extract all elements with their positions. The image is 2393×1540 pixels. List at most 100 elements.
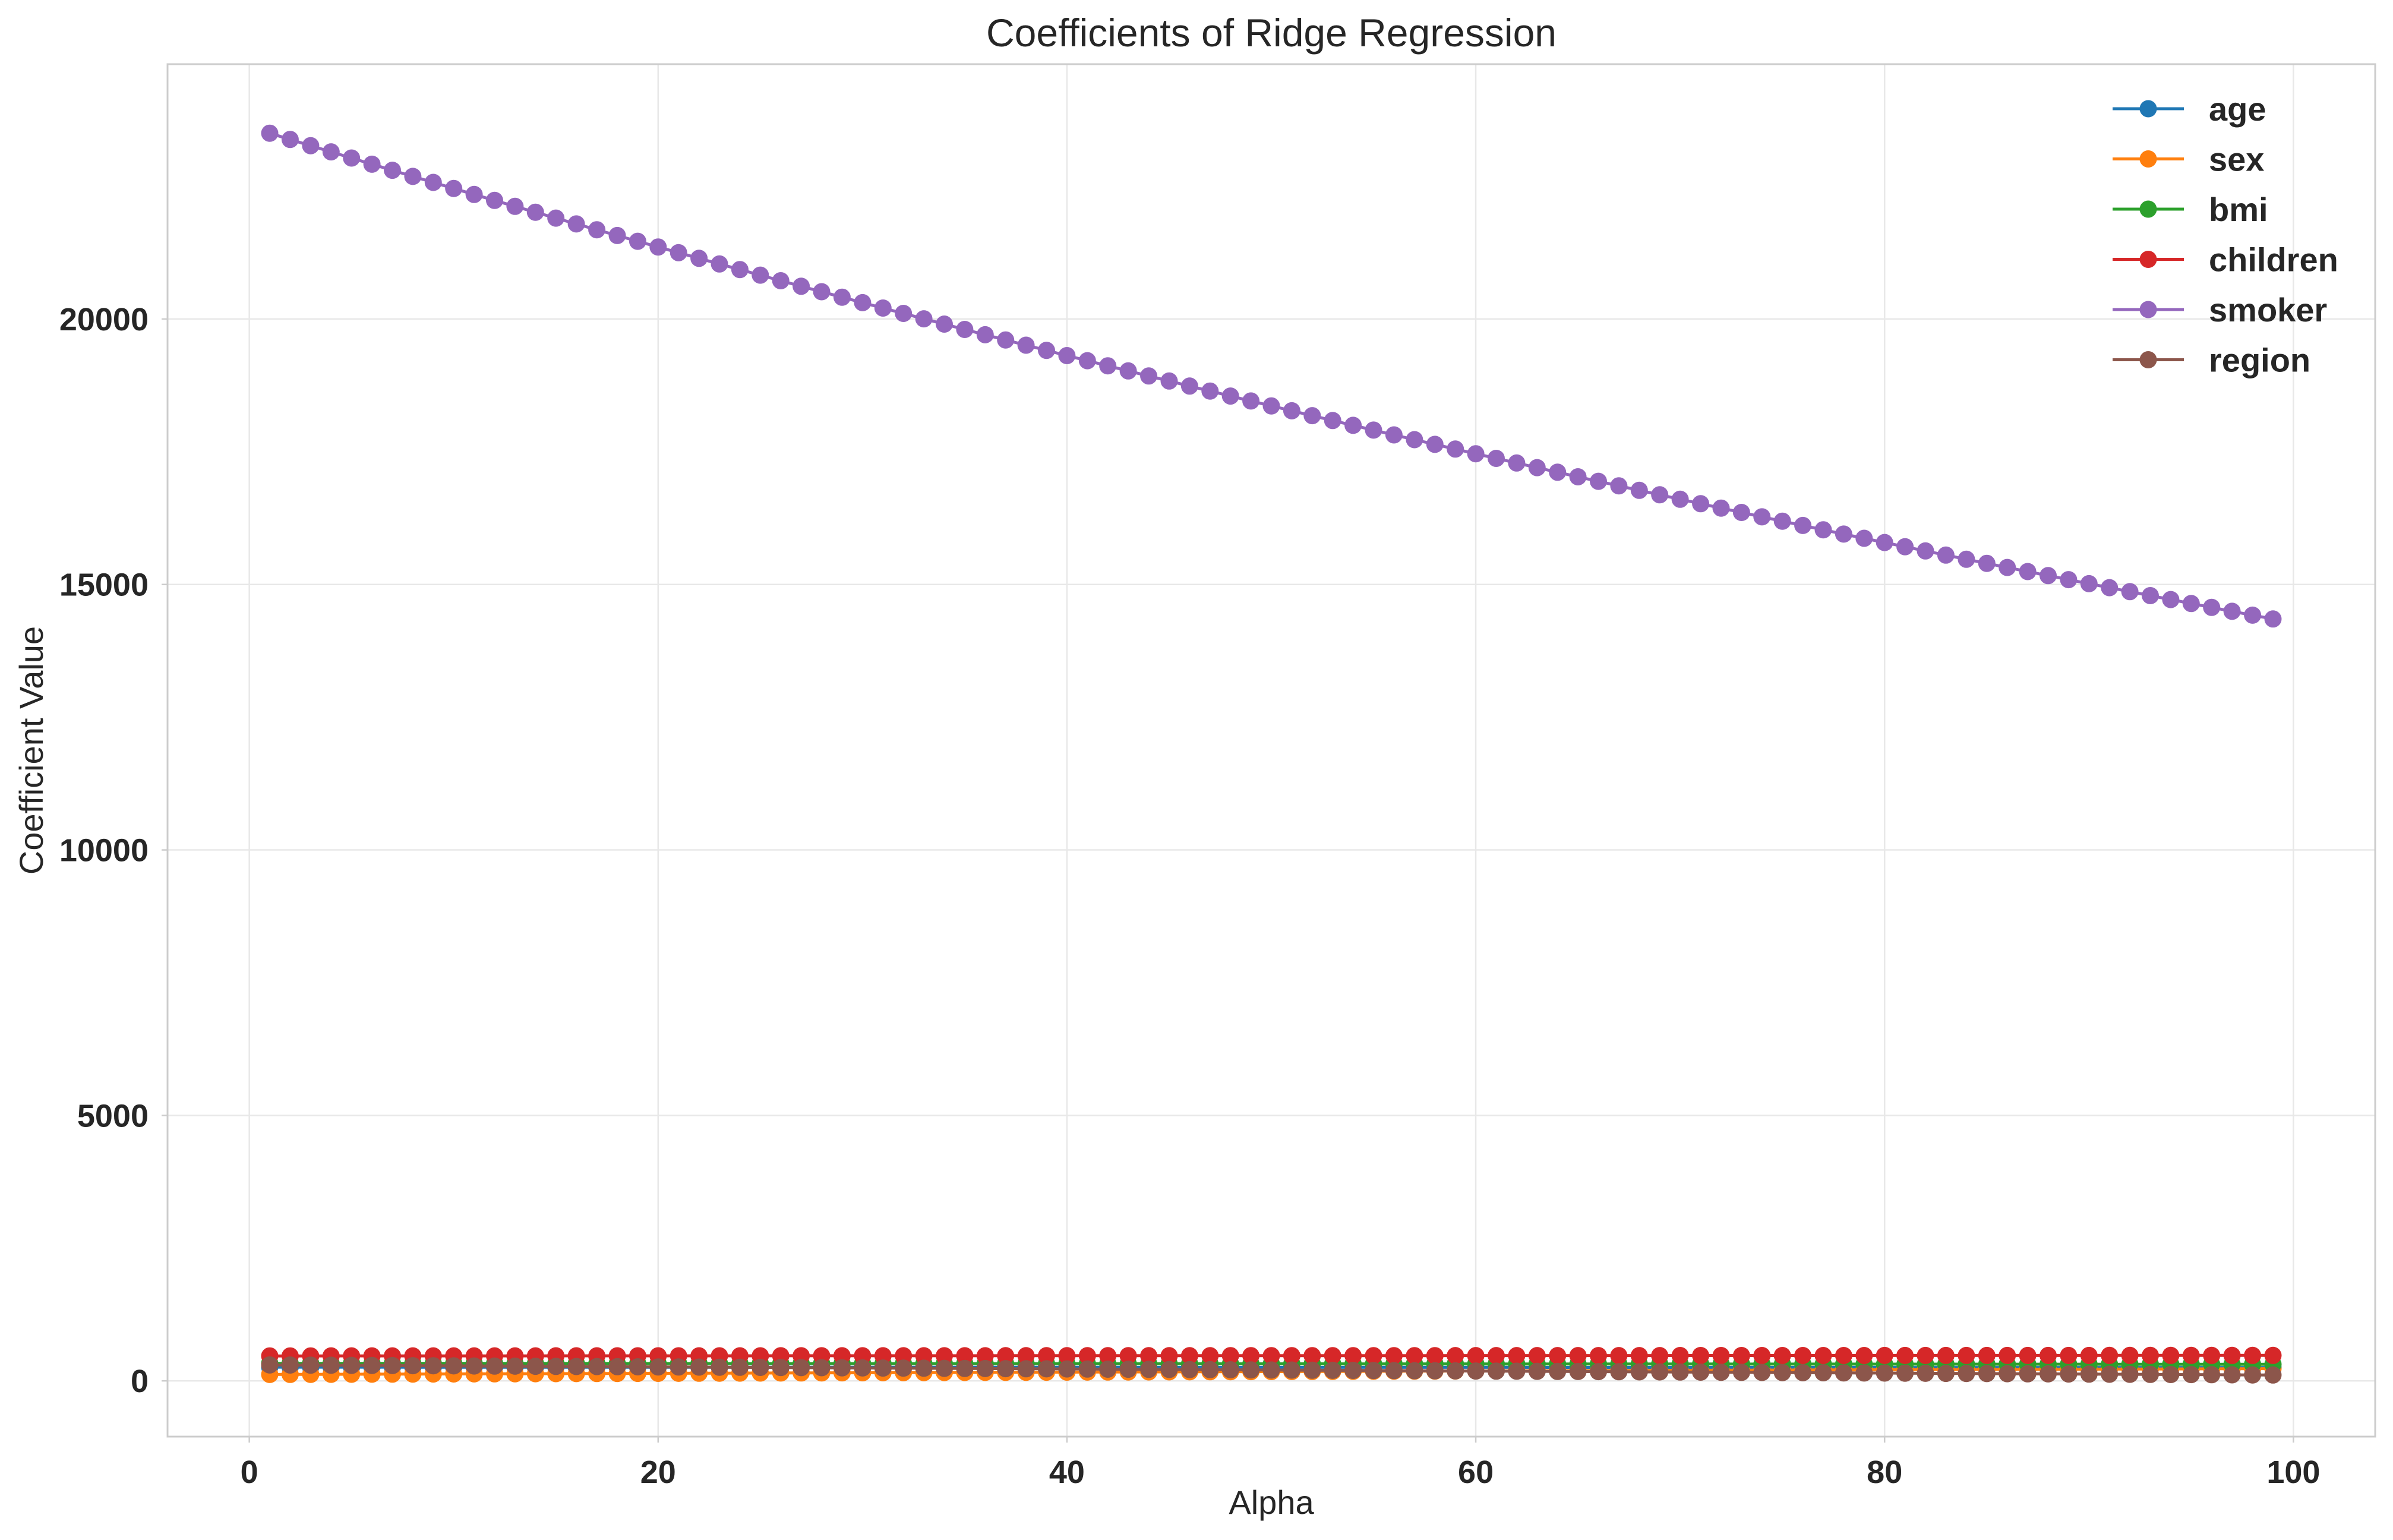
data-point-smoker [1406,431,1423,449]
data-point-children [2223,1346,2241,1364]
data-point-region [690,1358,708,1376]
data-point-smoker [1160,372,1178,390]
data-point-region [1712,1364,1730,1381]
data-point-region [343,1356,361,1374]
data-point-children [1038,1347,1055,1365]
data-point-region [833,1359,851,1377]
data-point-region [895,1359,913,1377]
data-point-region [486,1357,503,1375]
data-point-children [915,1347,933,1365]
data-point-region [874,1359,892,1377]
data-point-smoker [404,168,422,185]
data-point-smoker [1712,499,1730,517]
data-point-smoker [1835,525,1852,543]
data-point-children [1058,1347,1076,1365]
x-tick-label: 40 [1049,1454,1085,1490]
data-point-region [1999,1365,2016,1383]
data-point-children [1958,1346,1975,1364]
data-point-children [2019,1346,2037,1364]
data-point-smoker [1876,534,1893,551]
data-point-children [1999,1346,2016,1364]
data-point-children [997,1347,1015,1365]
data-point-smoker [997,331,1015,349]
data-point-smoker [874,299,892,317]
data-point-smoker [2162,591,2180,608]
data-series [261,124,2282,1384]
data-point-smoker [1303,407,1321,425]
data-point-children [1937,1346,1955,1364]
data-point-children [2060,1346,2078,1364]
legend-label: bmi [2209,191,2268,228]
y-tick-label: 15000 [59,567,149,603]
legend-marker [2139,100,2157,118]
data-point-smoker [1344,416,1362,434]
data-point-children [1978,1346,1996,1364]
data-point-children [2244,1346,2262,1364]
data-point-smoker [1119,362,1137,380]
data-point-region [1262,1361,1280,1379]
data-point-region [1160,1361,1178,1378]
data-point-region [1651,1363,1669,1381]
data-point-smoker [813,283,831,301]
data-point-region [1303,1361,1321,1379]
data-point-children [2182,1346,2200,1364]
data-point-region [813,1359,831,1377]
data-point-smoker [1773,512,1791,530]
data-point-region [1896,1364,1914,1382]
data-point-region [1773,1364,1791,1381]
data-point-smoker [1549,463,1567,481]
data-point-region [956,1359,974,1377]
data-point-children [1651,1347,1669,1365]
data-point-region [302,1356,320,1374]
data-point-children [936,1347,953,1365]
data-point-smoker [936,315,953,333]
data-point-children [1692,1347,1710,1364]
data-point-region [1140,1361,1158,1378]
legend-label: smoker [2209,291,2327,329]
y-tick-label: 10000 [59,833,149,869]
data-point-region [1119,1361,1137,1378]
data-point-children [976,1347,994,1365]
data-point-smoker [956,321,974,338]
data-point-region [731,1358,749,1376]
data-point-region [1078,1360,1096,1378]
axis-ticks: 0 20 40 60 80 100 0 5000 10000 15000 20000 [59,302,2321,1490]
data-point-region [649,1358,667,1376]
data-point-smoker [2080,575,2098,592]
data-point-region [506,1357,524,1375]
data-point-region [1385,1362,1403,1380]
data-point-smoker [854,294,872,311]
data-point-children [2080,1346,2098,1364]
data-point-region [1038,1360,1055,1378]
data-point-children [1140,1347,1158,1365]
data-point-children [1078,1347,1096,1365]
data-point-region [1365,1362,1382,1380]
y-tick-label: 5000 [77,1098,149,1134]
data-point-region [1242,1361,1260,1379]
x-tick-label: 60 [1458,1454,1494,1490]
data-point-children [1528,1347,1546,1365]
data-point-children [1385,1347,1403,1365]
data-point-children [1488,1347,1505,1365]
data-point-region [2080,1365,2098,1383]
data-point-smoker [915,310,933,328]
data-point-smoker [384,162,401,179]
legend-label: region [2209,342,2310,379]
data-point-smoker [1324,412,1341,430]
data-point-smoker [1630,481,1648,499]
data-point-children [1467,1347,1485,1365]
legend-label: age [2209,90,2266,128]
data-point-smoker [1508,454,1526,472]
data-point-region [1508,1362,1526,1380]
data-point-children [1569,1347,1587,1365]
data-point-smoker [1528,459,1546,476]
x-tick-label: 0 [241,1454,258,1490]
data-point-smoker [895,305,913,322]
data-point-children [895,1347,913,1365]
data-point-region [1610,1363,1628,1381]
data-point-region [1017,1360,1035,1378]
data-point-region [567,1358,585,1375]
data-point-smoker [1978,554,1996,572]
data-point-region [2244,1366,2262,1384]
data-point-region [281,1356,299,1374]
